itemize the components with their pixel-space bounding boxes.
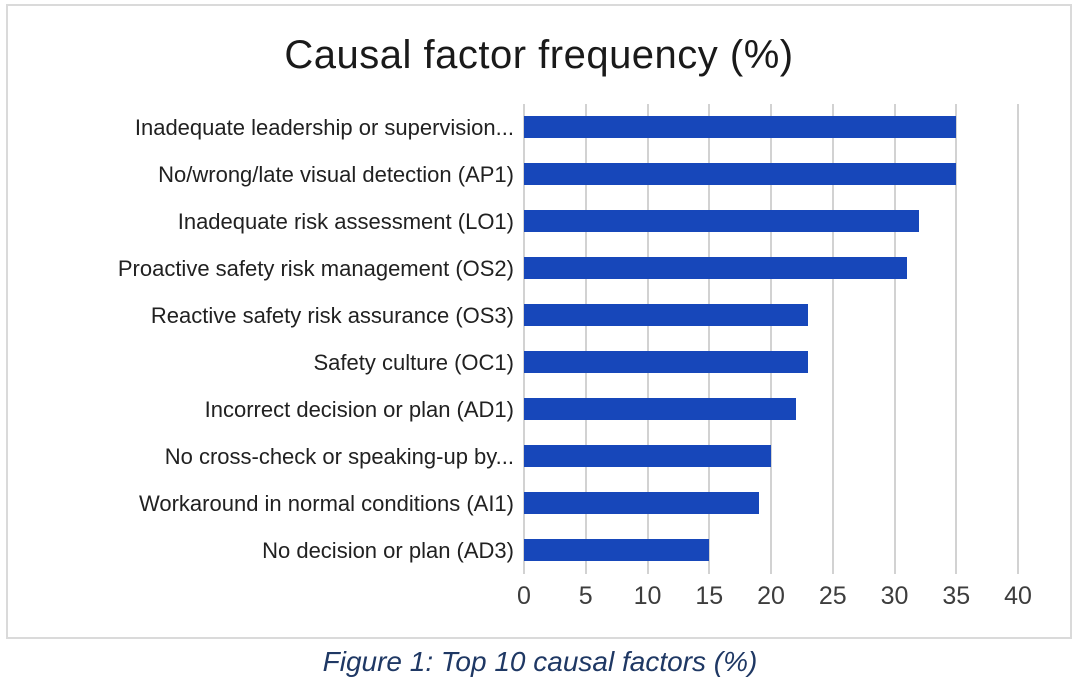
gridline-15 (708, 104, 711, 574)
x-tick-label: 35 (942, 582, 971, 610)
gridline-30 (893, 104, 896, 574)
bar-15pct (524, 539, 710, 561)
bar-row (524, 480, 1018, 527)
bar-31pct (524, 257, 907, 279)
bar-23pct (524, 304, 809, 326)
bar-35pct (524, 116, 957, 138)
category-label: No/wrong/late visual detection (AP1) (158, 161, 514, 187)
bar-row (524, 433, 1018, 480)
category-label: Inadequate leadership or supervision... (134, 114, 514, 140)
gridline-40 (1017, 104, 1019, 574)
bar-35pct (524, 163, 957, 185)
x-tick-label: 25 (818, 582, 847, 610)
bar-19pct (524, 492, 759, 514)
x-tick-label: 10 (633, 582, 662, 610)
gridline-0 (523, 104, 525, 574)
x-tick-label: 20 (757, 582, 785, 610)
bar-row (524, 339, 1018, 386)
bar-row (524, 198, 1018, 245)
bar-row (524, 104, 1018, 151)
gridline-25 (831, 104, 834, 574)
category-label: Reactive safety risk assurance (OS3) (150, 302, 514, 328)
bar-row (524, 292, 1018, 339)
bar-row (524, 151, 1018, 198)
bar-32pct (524, 210, 920, 232)
bar-row (524, 527, 1018, 574)
plot-area: Inadequate leadership or supervision... N… (8, 104, 1070, 574)
x-tick-label: 40 (1004, 582, 1032, 610)
value-axis: 0 5 10 15 20 25 30 35 40 (517, 574, 1032, 616)
x-tick-label: 15 (695, 582, 724, 610)
category-label: No cross-check or speaking-up by... (164, 443, 514, 469)
chart-title: Causal factor frequency (%) (284, 32, 794, 77)
gridline-5 (584, 104, 587, 574)
category-label: Incorrect decision or plan (AD1) (204, 396, 514, 422)
category-label: Safety culture (OC1) (313, 349, 514, 375)
bar-20pct (524, 445, 771, 467)
x-tick-label: 30 (880, 582, 909, 610)
bar-23pct (524, 351, 809, 373)
category-label: Proactive safety risk management (OS2) (117, 255, 514, 281)
gridline-10 (646, 104, 649, 574)
x-tick-label: 5 (578, 582, 593, 610)
x-tick-label: 0 (517, 582, 531, 610)
bar-row (524, 386, 1018, 433)
category-label: Inadequate risk assessment (LO1) (177, 208, 514, 234)
chart-container: Causal factor frequency (%) Inadequate l… (6, 4, 1072, 639)
gridline-20 (770, 104, 772, 574)
category-label: No decision or plan (AD3) (262, 537, 514, 563)
bar-plot (523, 104, 1019, 574)
category-label: Workaround in normal conditions (AI1) (139, 490, 514, 516)
gridline-35 (955, 104, 958, 574)
figure-caption: Figure 1: Top 10 causal factors (%) (322, 646, 758, 677)
bar-row (524, 245, 1018, 292)
category-axis: Inadequate leadership or supervision... N… (8, 104, 524, 574)
bar-22pct (524, 398, 796, 420)
